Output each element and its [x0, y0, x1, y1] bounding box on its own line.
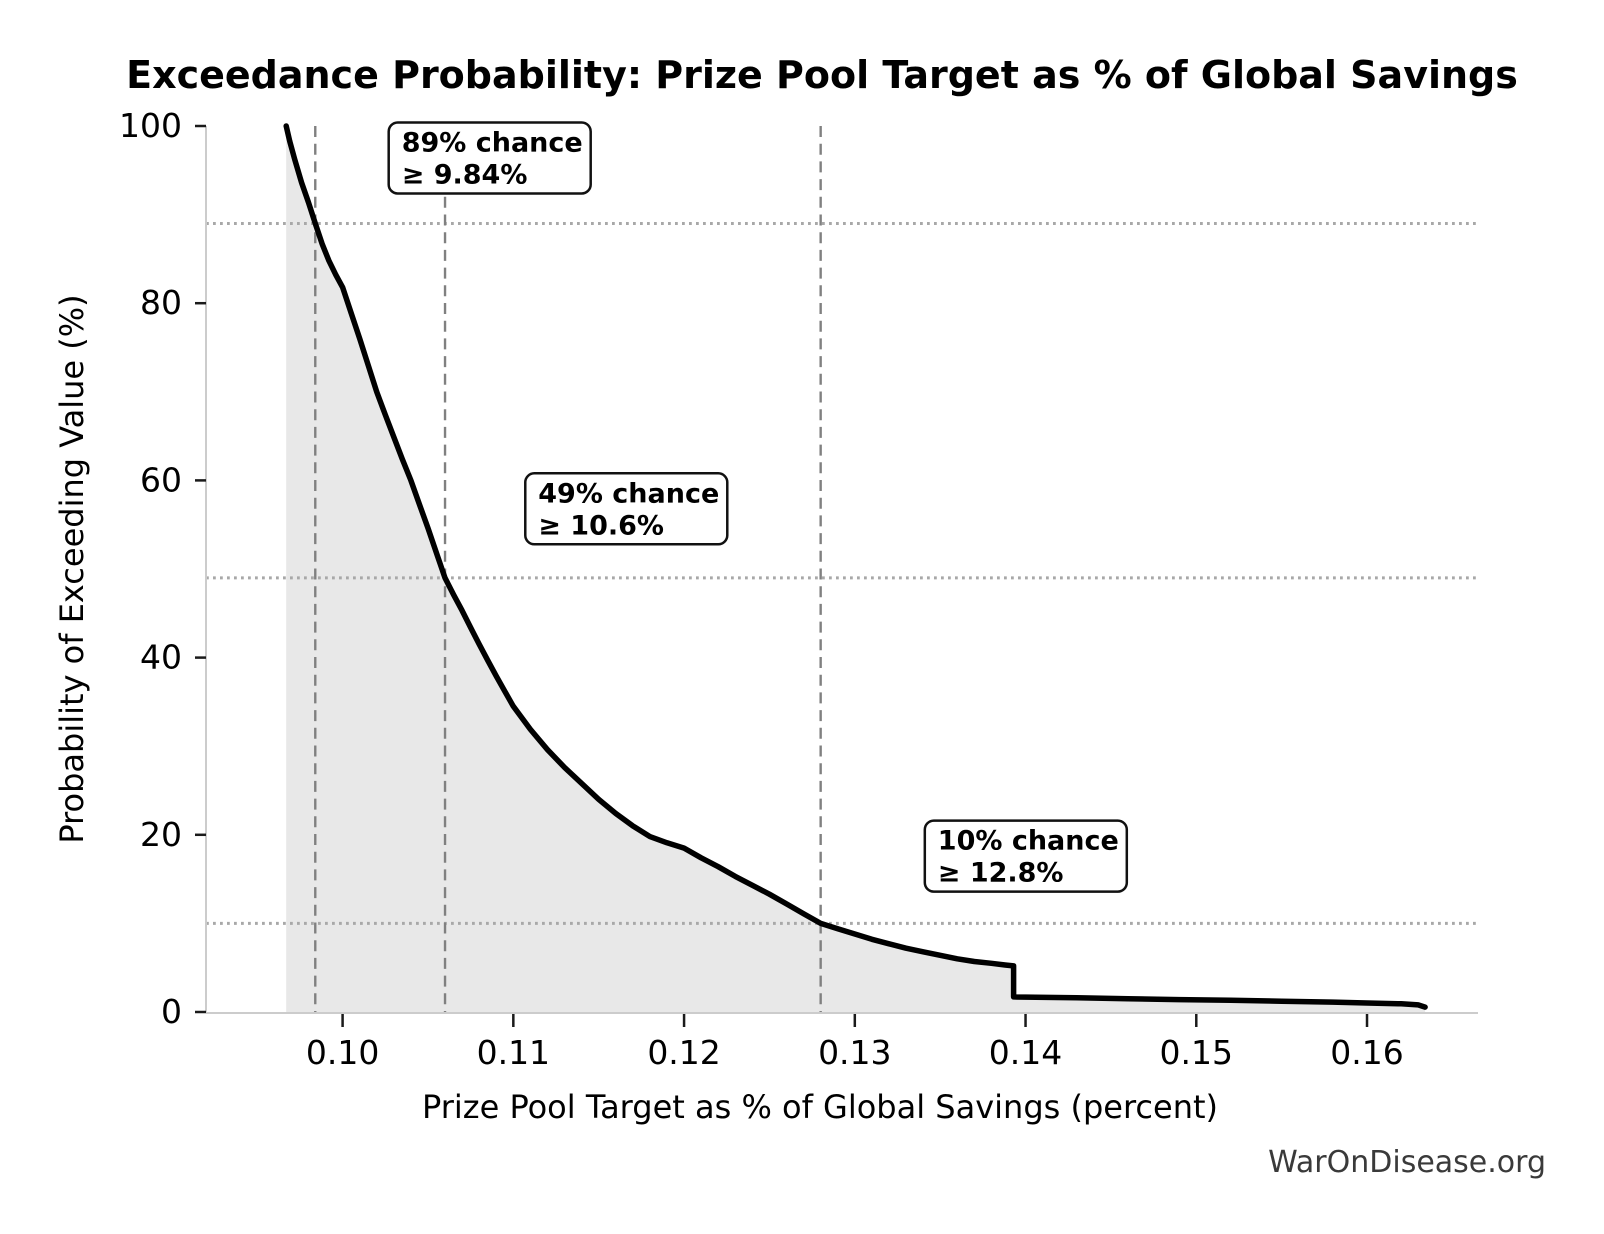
annotation-box	[387, 121, 592, 195]
x-tick-label: 0.13	[818, 1033, 891, 1072]
x-tick-label: 0.15	[1160, 1033, 1233, 1072]
y-axis-label: Probability of Exceeding Value (%)	[53, 294, 91, 843]
x-tick-label: 0.10	[306, 1033, 379, 1072]
y-tick-label: 60	[140, 460, 182, 499]
annotation-text: ≥ 10.6%	[538, 510, 664, 541]
y-tick-label: 100	[119, 106, 182, 145]
annotation-text: ≥ 9.84%	[402, 159, 528, 190]
annotation-box	[923, 819, 1129, 893]
exceedance-curve	[283, 123, 1428, 1010]
y-tick-label: 0	[161, 992, 182, 1031]
chart-title: Exceedance Probability: Prize Pool Targe…	[126, 53, 1518, 97]
annotation-text: ≥ 12.8%	[938, 858, 1064, 889]
y-tick-label: 20	[140, 815, 182, 854]
x-tick-label: 0.14	[989, 1033, 1062, 1072]
x-tick-label: 0.12	[647, 1033, 720, 1072]
shaded-area	[286, 126, 1426, 1012]
x-tick-label: 0.11	[477, 1033, 550, 1072]
watermark-text: WarOnDisease.org	[1268, 1145, 1546, 1180]
annotation-text: 49% chance	[538, 478, 719, 509]
x-tick-label: 0.16	[1330, 1033, 1403, 1072]
y-tick-label: 40	[140, 638, 182, 677]
x-axis-label: Prize Pool Target as % of Global Savings…	[422, 1088, 1218, 1126]
annotation-text: 10% chance	[938, 826, 1119, 857]
y-tick-label: 80	[140, 283, 182, 322]
annotation-text: 89% chance	[402, 127, 583, 158]
annotation-box	[524, 472, 729, 546]
chart-layers: 0.10 0.11 0.12 0.13 0.14 0.15 0.16 0 20 40 60 80 100…	[119, 106, 1478, 1072]
